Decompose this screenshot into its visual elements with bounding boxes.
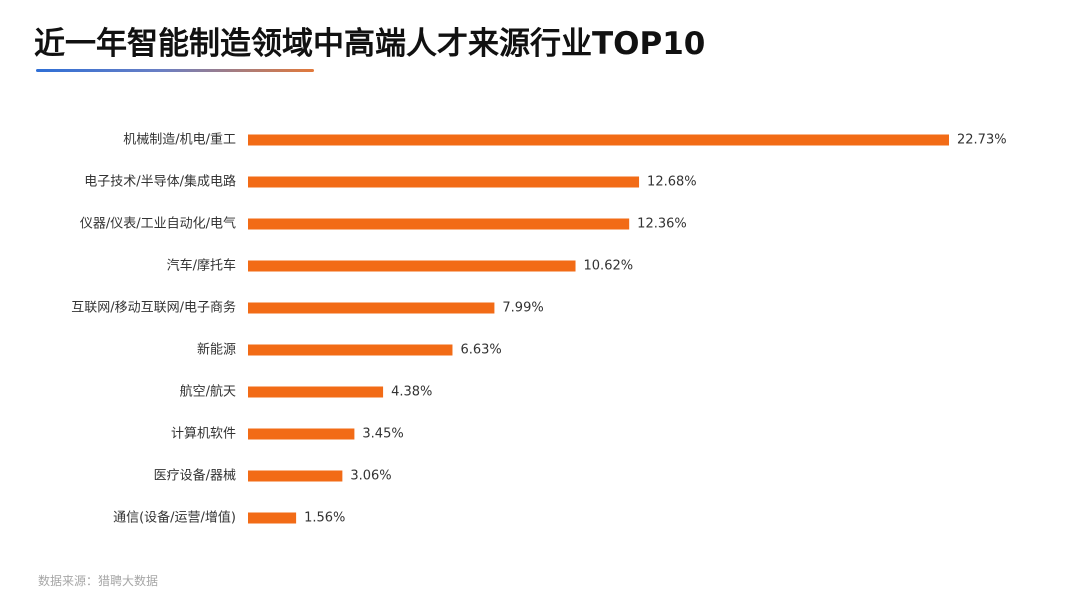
value-label: 3.06% [350,469,391,484]
bar [248,218,630,230]
bar [248,470,343,482]
value-label: 12.36% [637,217,687,232]
category-label: 电子技术/半导体/集成电路 [84,174,236,190]
category-label: 机械制造/机电/重工 [123,132,236,148]
category-label: 仪器/仪表/工业自动化/电气 [80,216,236,232]
bar [248,260,576,272]
category-label: 汽车/摩托车 [167,258,236,274]
value-label: 12.68% [647,175,697,190]
bar [248,344,453,356]
category-label: 医疗设备/器械 [154,468,236,484]
value-label: 1.56% [304,511,345,526]
category-label: 新能源 [197,342,236,358]
value-label: 6.63% [460,343,501,358]
value-label: 4.38% [391,385,432,400]
title-underline [36,69,314,72]
value-label: 7.99% [502,301,543,316]
bar [248,176,640,188]
value-label: 10.62% [584,259,634,274]
category-label: 航空/航天 [180,384,236,400]
value-label: 3.45% [362,427,403,442]
bar [248,302,495,314]
data-source-note: 数据来源：猎聘大数据 [38,574,159,588]
bar [248,386,384,398]
bar [248,134,949,146]
bar [248,512,297,524]
category-label: 计算机软件 [171,427,236,442]
slide-title: 近一年智能制造领域中高端人才来源行业TOP10 [34,26,706,62]
category-label: 互联网/移动互联网/电子商务 [71,300,236,316]
bar [248,428,355,440]
value-label: 22.73% [957,133,1007,148]
category-label: 通信(设备/运营/增值) [113,510,236,526]
